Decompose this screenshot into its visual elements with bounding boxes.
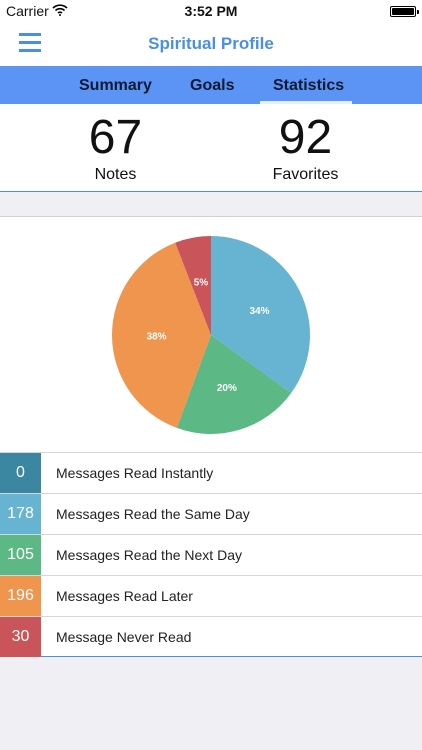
tab-statistics[interactable]: Statistics [273,77,345,94]
pie-slice [175,236,211,335]
pie-slice [211,236,311,394]
legend-label: Messages Read Instantly [56,465,214,481]
tab-goals[interactable]: Goals [190,77,235,94]
pie-slice [112,242,211,428]
page-title: Spiritual Profile [148,34,274,53]
legend-row-read-same-day[interactable]: 178 Messages Read the Same Day [0,493,422,534]
notes-count-value: 67 [88,111,143,164]
pie-slice-label: 20% [217,383,237,394]
legend-value: 178 [0,494,41,534]
pie-slice-label: 38% [147,332,167,343]
pie-slice [176,335,292,434]
legend-label: Message Never Read [56,629,192,645]
status-time: 3:52 PM [184,3,238,19]
legend-label: Messages Read the Same Day [56,506,250,522]
selected-tab-indicator [260,101,352,104]
legend-value: 0 [0,453,41,493]
notes-count[interactable]: 67 Notes [10,112,221,184]
tab-bar: Summary Goals Statistics [0,66,422,104]
legend-row-never-read[interactable]: 30 Message Never Read [0,616,422,657]
pie-slice-label: 34% [249,306,269,317]
wifi-icon [52,3,68,19]
legend-row-read-later[interactable]: 196 Messages Read Later [0,575,422,616]
legend-label: Messages Read Later [56,588,193,604]
legend-value: 196 [0,576,41,616]
status-bar: Carrier 3:52 PM [0,0,422,22]
favorites-count-label: Favorites [272,166,339,183]
battery-icon [390,6,419,17]
legend-value: 30 [0,617,41,657]
favorites-count[interactable]: 92 Favorites [200,112,411,184]
pie-chart: 34% 20% 38% 5% [112,236,311,434]
favorites-count-value: 92 [278,111,333,164]
carrier-label: Carrier [6,3,49,19]
legend-list: 0 Messages Read Instantly 178 Messages R… [0,452,422,657]
pie-slice-label: 5% [194,277,209,288]
counts-panel: 67 Notes 92 Favorites [0,104,422,192]
legend-row-read-instantly[interactable]: 0 Messages Read Instantly [0,452,422,493]
hamburger-menu-icon[interactable] [19,33,41,53]
notes-count-label: Notes [94,166,137,183]
legend-row-read-next-day[interactable]: 105 Messages Read the Next Day [0,534,422,575]
pie-chart-panel: 34% 20% 38% 5% [0,216,422,452]
legend-value: 105 [0,535,41,575]
tab-summary[interactable]: Summary [79,77,152,94]
legend-label: Messages Read the Next Day [56,547,242,563]
navigation-bar: Spiritual Profile [0,22,422,66]
